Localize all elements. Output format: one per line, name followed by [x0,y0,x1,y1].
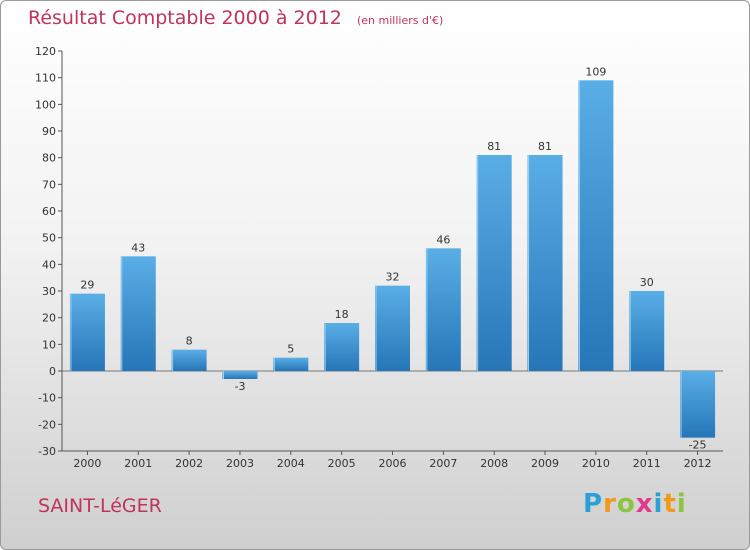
bar-2009 [527,155,563,371]
x-tick-label: 2000 [73,457,101,470]
data-label: 43 [131,241,145,254]
x-tick-label: 2001 [124,457,152,470]
bar-2002 [171,349,207,371]
logo-letter: x [635,489,654,519]
data-label: 29 [80,279,94,292]
x-tick-label: 2005 [328,457,356,470]
x-tick-label: 2003 [226,457,254,470]
x-tick-label: 2006 [379,457,407,470]
y-tick-label: 60 [42,205,56,218]
y-tick-label: -20 [38,418,56,431]
y-tick-label: 100 [35,98,56,111]
y-tick-label: 110 [35,72,56,85]
bar-2005 [324,323,360,371]
data-label: 30 [640,276,654,289]
data-label: -3 [234,380,245,393]
data-label: -25 [689,439,707,452]
logo-letter: P [583,489,604,519]
x-tick-label: 2010 [582,457,610,470]
data-label: 5 [287,343,294,356]
y-tick-label: 80 [42,152,56,165]
data-label: 32 [386,271,400,284]
chart-subtitle: (en milliers d'€) [356,14,444,27]
y-tick-label: 10 [42,338,56,351]
chart-title: Résultat Comptable 2000 à 2012 [28,7,342,29]
bar-2004 [273,357,309,371]
bar-2000 [69,293,105,371]
commune-name: SAINT-LéGER [38,495,162,517]
x-tick-label: 2004 [277,457,305,470]
x-tick-label: 2012 [684,457,712,470]
bar-2008 [476,155,512,371]
y-tick-label: 50 [42,232,56,245]
title-row: Résultat Comptable 2000 à 2012 (en milli… [28,7,443,29]
logo-letter: r [603,489,617,519]
data-label: 81 [538,140,552,153]
bar-2011 [629,291,665,371]
bar-2006 [375,285,410,371]
y-tick-label: 0 [49,365,56,378]
x-tick-label: 2002 [175,457,203,470]
logo-letter: i [653,489,664,519]
data-labels: 29 43 8 -3 5 18 32 46 81 81 109 30 -25 [80,65,706,451]
y-tick-label: 30 [42,285,56,298]
proxiti-logo: Proxiti [583,489,687,519]
logo-letter: i [676,489,687,519]
x-tick-label: 2011 [633,457,661,470]
bar-2010 [578,80,614,371]
bar-2001 [120,256,156,371]
y-tick-label: -10 [38,392,56,405]
bar-2007 [425,248,461,371]
axes: -30 -20 -10 0 10 20 30 40 50 60 70 80 90 100 110 120 200… [35,45,723,470]
data-label: 109 [585,65,606,78]
x-tick-label: 2007 [429,457,457,470]
x-tick-label: 2008 [480,457,508,470]
data-label: 81 [487,140,501,153]
data-label: 8 [186,335,193,348]
x-tick-label: 2009 [531,457,559,470]
y-tick-label: 70 [42,178,56,191]
bars [69,80,716,438]
logo-letter: o [616,489,636,519]
data-label: 18 [335,308,349,321]
y-tick-label: 40 [42,258,56,271]
y-tick-label: 120 [35,45,56,58]
bar-2012 [680,371,716,438]
logo-letter: t [663,489,677,519]
y-tick-label: 20 [42,312,56,325]
y-tick-label: 90 [42,125,56,138]
bar-2003 [222,371,258,379]
data-label: 46 [436,233,450,246]
y-tick-label: -30 [38,445,56,458]
